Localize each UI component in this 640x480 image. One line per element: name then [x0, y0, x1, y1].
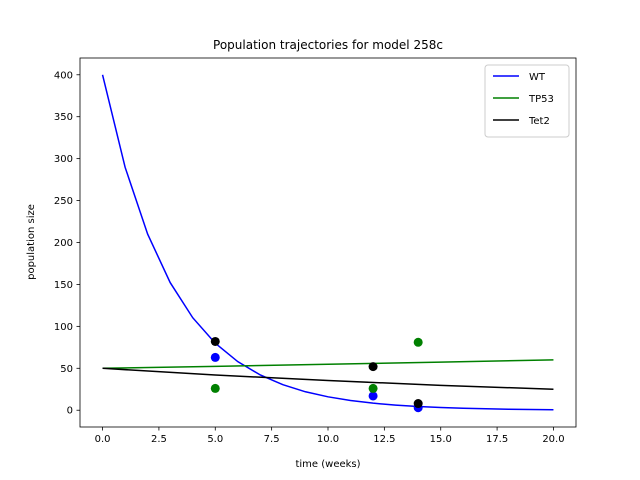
data-point-wt — [368, 391, 378, 401]
axes: 0.0 2.5 5.0 7.5 10.0 12.5 15.0 17.5 20.0 0 50 100 15… — [54, 57, 577, 445]
x-tick-label: 20.0 — [542, 434, 564, 445]
y-tick-label: 50 — [60, 364, 73, 375]
x-tick-label: 7.5 — [264, 434, 280, 445]
data-point-tet2 — [413, 399, 423, 409]
plot-area — [101, 74, 554, 413]
legend-label-tet2: Tet2 — [528, 116, 550, 127]
legend-label-tp53: TP53 — [528, 94, 554, 105]
x-tick-label: 10.0 — [317, 434, 339, 445]
x-tick-label: 17.5 — [486, 434, 508, 445]
legend-label-wt: WT — [529, 72, 546, 83]
legend-box — [484, 64, 570, 138]
data-point-wt — [210, 352, 220, 362]
chart-title: Population trajectories for model 258c — [213, 38, 443, 52]
data-point-tet2 — [368, 362, 378, 372]
x-tick-label: 12.5 — [373, 434, 395, 445]
y-tick-label: 350 — [54, 112, 73, 123]
legend: WT TP53 Tet2 — [484, 64, 570, 138]
y-tick-label: 0 — [67, 406, 73, 417]
series-line-wt — [101, 74, 554, 411]
series-line-tet2 — [102, 367, 554, 391]
y-tick-label: 250 — [54, 196, 73, 207]
data-point-tp53 — [210, 383, 220, 393]
y-axis-label: population size — [26, 204, 37, 280]
x-axis-label: time (weeks) — [295, 459, 360, 470]
y-tick-label: 200 — [54, 238, 73, 249]
y-tick-label: 400 — [54, 70, 73, 81]
x-tick-label: 5.0 — [207, 434, 223, 445]
y-tick-label: 300 — [54, 154, 73, 165]
x-tick-label: 2.5 — [151, 434, 167, 445]
series-line-tp53 — [102, 359, 554, 370]
data-point-tet2 — [210, 336, 220, 346]
y-tick-label: 100 — [54, 322, 73, 333]
data-point-tp53 — [413, 337, 423, 347]
y-tick-label: 150 — [54, 280, 73, 291]
data-point-tp53 — [368, 383, 378, 393]
x-tick-label: 0.0 — [95, 434, 111, 445]
x-tick-label: 15.0 — [430, 434, 452, 445]
